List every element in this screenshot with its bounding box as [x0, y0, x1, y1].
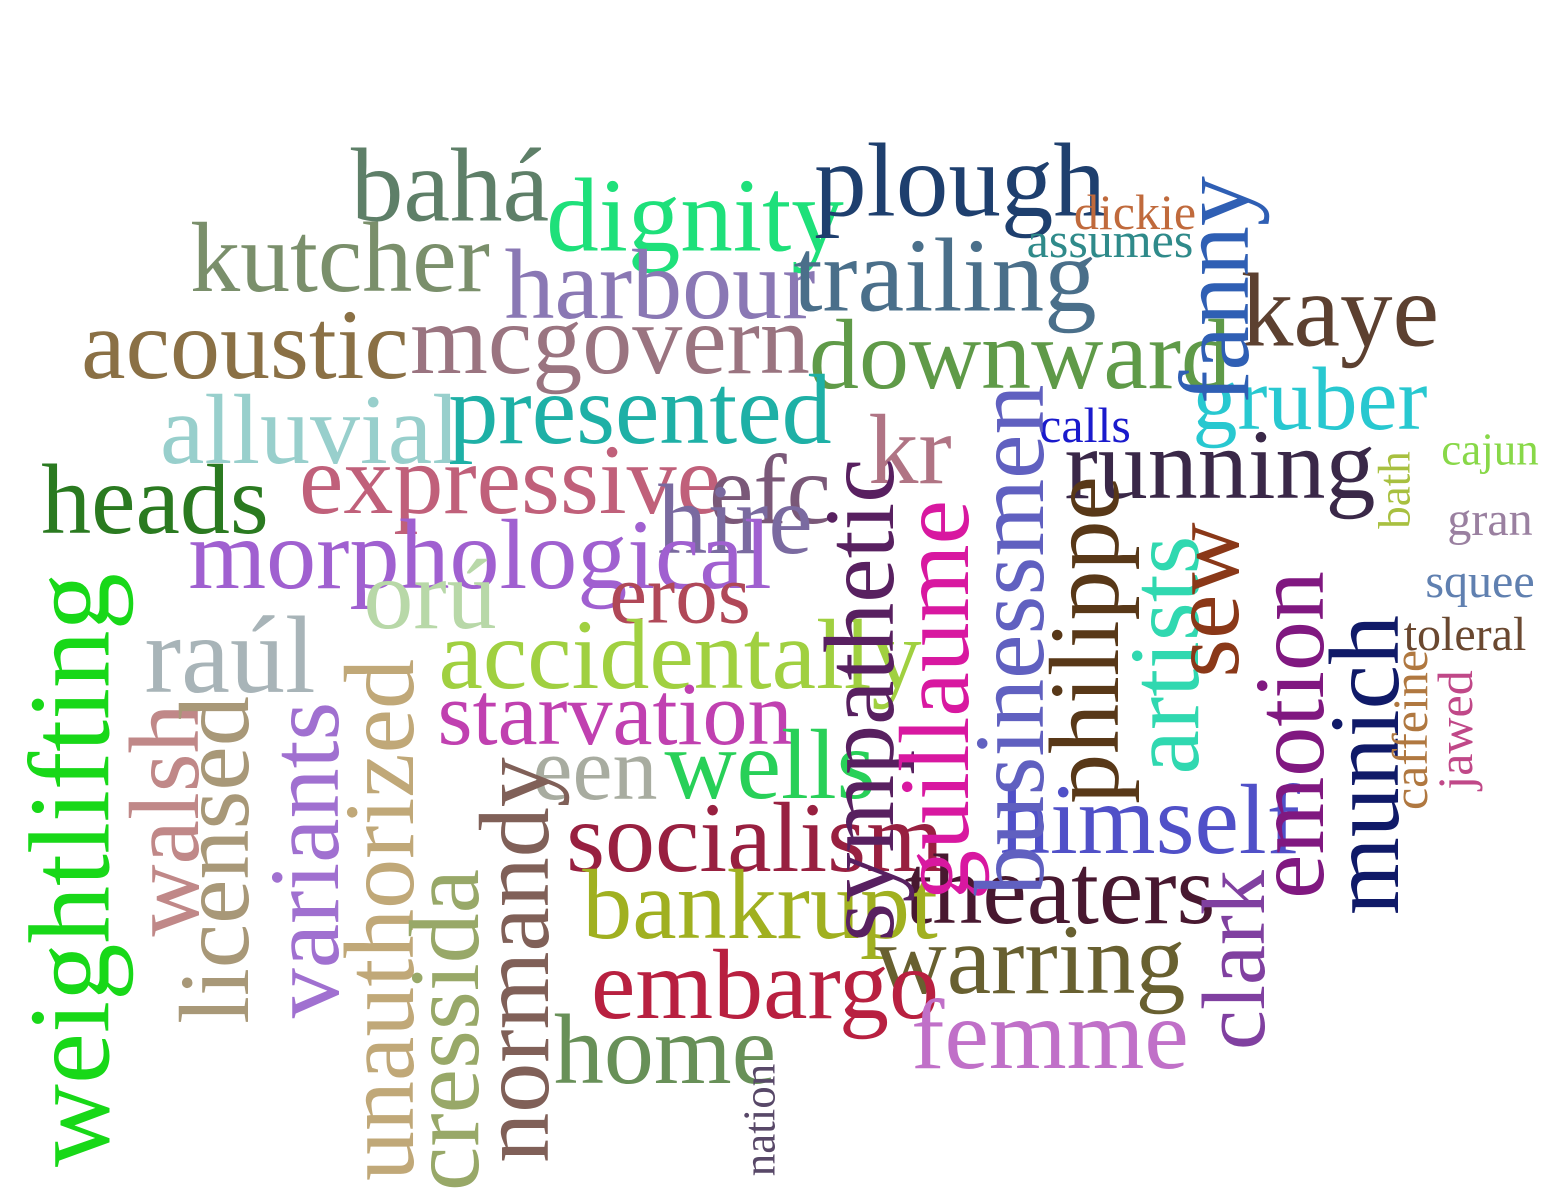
- word-een: een: [532, 720, 658, 819]
- word-theaters: theaters: [904, 834, 1216, 945]
- word-toleral: toleral: [1403, 608, 1527, 661]
- word-squee: squee: [1425, 555, 1535, 608]
- word-himself: himself: [1000, 764, 1300, 875]
- word-acoustic: acoustic: [81, 289, 409, 400]
- word-trailing: trailing: [793, 216, 1097, 334]
- word-jawed: jawed: [1427, 670, 1483, 790]
- word-calls: calls: [1039, 397, 1131, 453]
- word-raul: raúl: [144, 594, 316, 716]
- word-efc: efc: [708, 434, 832, 545]
- word-presented: presented: [448, 354, 832, 465]
- word-running: running: [1064, 409, 1376, 520]
- word-dickie: dickie: [1073, 184, 1197, 240]
- word-wells: wells: [664, 709, 876, 820]
- word-hire: hire: [657, 464, 813, 575]
- word-oru: orú: [363, 539, 497, 650]
- word-normandy: normandy: [459, 757, 570, 1163]
- word-alluvial: alluvial: [160, 374, 460, 485]
- word-eros: eros: [609, 547, 751, 642]
- word-dignity: dignity: [546, 156, 844, 274]
- word-mcgovern: mcgovern: [410, 284, 810, 395]
- word-bankrupt: bankrupt: [582, 849, 938, 960]
- word-embargo: embargo: [590, 929, 940, 1040]
- word-harbour: harbour: [504, 229, 816, 340]
- word-assumes: assumes: [1026, 212, 1194, 268]
- word-downward: downward: [808, 299, 1232, 410]
- word-socialism: socialism: [566, 782, 944, 893]
- word-warring: warring: [874, 904, 1186, 1015]
- word-morphological: morphological: [188, 499, 772, 610]
- word-femme: femme: [911, 979, 1189, 1090]
- word-accidentally: accidentally: [438, 599, 922, 710]
- word-kutcher: kutcher: [190, 202, 490, 313]
- word-starvation: starvation: [437, 665, 793, 764]
- word-kaye: kaye: [1240, 251, 1440, 369]
- word-bath: bath: [1369, 451, 1420, 529]
- word-plough: plough: [814, 121, 1106, 239]
- word-cajun: cajun: [1441, 424, 1539, 475]
- word-fanny: fanny: [1159, 176, 1270, 404]
- word-expressive: expressive: [298, 424, 722, 535]
- word-gruber: gruber: [1192, 350, 1428, 449]
- word-nation: nation: [734, 1063, 785, 1177]
- word-baha: bahá: [350, 126, 550, 244]
- word-kr: kr: [868, 394, 952, 505]
- word-gran: gran: [1447, 493, 1533, 546]
- word-heads: heads: [41, 444, 269, 555]
- word-home: home: [553, 994, 777, 1105]
